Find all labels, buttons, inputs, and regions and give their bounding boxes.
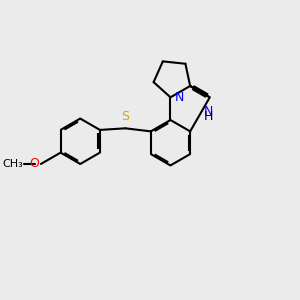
Text: H: H [204, 110, 213, 123]
Text: CH₃: CH₃ [2, 159, 23, 169]
Text: O: O [29, 158, 39, 170]
Text: S: S [122, 110, 129, 123]
Text: N: N [204, 106, 213, 118]
Text: N: N [175, 91, 184, 104]
